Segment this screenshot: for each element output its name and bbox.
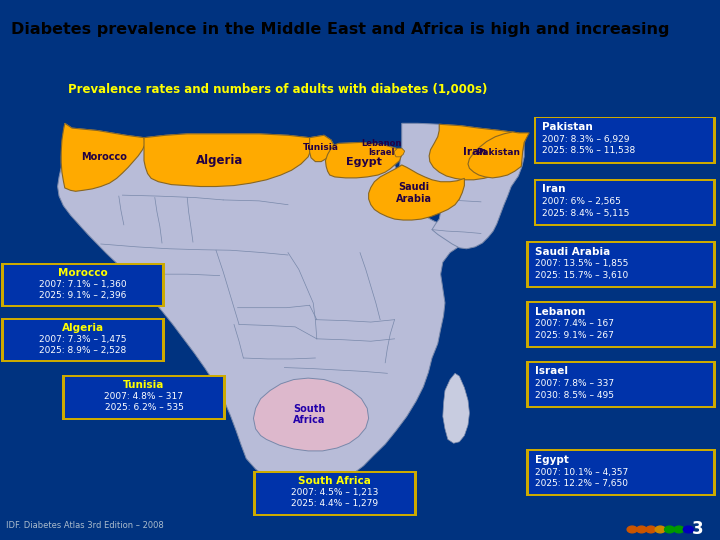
Text: 2007: 13.5% – 1,855: 2007: 13.5% – 1,855 (535, 259, 629, 268)
Text: IDF. Diabetes Atlas 3rd Edition – 2008: IDF. Diabetes Atlas 3rd Edition – 2008 (6, 521, 163, 530)
Text: South
Africa: South Africa (294, 404, 325, 426)
Text: 2025: 9.1% – 2,396: 2025: 9.1% – 2,396 (39, 291, 127, 300)
Text: 2025: 4.4% – 1,279: 2025: 4.4% – 1,279 (291, 499, 379, 508)
Text: Morocco: Morocco (81, 152, 127, 162)
Text: Saudi Arabia: Saudi Arabia (535, 247, 611, 256)
Bar (536, 181, 713, 224)
Polygon shape (395, 148, 405, 157)
Text: Prevalence rates and numbers of adults with diabetes (1,000s): Prevalence rates and numbers of adults w… (68, 83, 487, 96)
Polygon shape (369, 165, 464, 220)
Text: 3: 3 (692, 521, 703, 538)
Bar (529, 303, 713, 346)
Circle shape (665, 526, 675, 533)
Bar (534, 117, 716, 164)
Text: 2025: 8.4% – 5,115: 2025: 8.4% – 5,115 (542, 208, 629, 218)
Text: Algeria: Algeria (196, 154, 243, 167)
Text: 2025: 8.5% – 11,538: 2025: 8.5% – 11,538 (542, 146, 636, 156)
Text: 2025: 9.1% – 267: 2025: 9.1% – 267 (535, 330, 614, 340)
Text: Lebanon: Lebanon (361, 139, 402, 148)
Polygon shape (400, 123, 526, 249)
Text: Saudi
Arabia: Saudi Arabia (396, 183, 432, 204)
Text: 2007: 4.5% – 1,213: 2007: 4.5% – 1,213 (291, 488, 379, 497)
Text: Israel: Israel (369, 147, 395, 157)
Circle shape (646, 526, 656, 533)
Text: 2025: 12.2% – 7,650: 2025: 12.2% – 7,650 (535, 479, 628, 488)
Polygon shape (443, 373, 469, 443)
Circle shape (674, 526, 684, 533)
Text: 2007: 6% – 2,565: 2007: 6% – 2,565 (542, 197, 621, 206)
Text: Iran: Iran (464, 147, 487, 157)
Bar (62, 375, 226, 420)
Bar (4, 265, 162, 305)
Text: 2007: 8.3% – 6,929: 2007: 8.3% – 6,929 (542, 134, 630, 144)
Text: Pakistan: Pakistan (476, 147, 521, 157)
Bar (534, 179, 716, 226)
Bar (253, 471, 417, 516)
Text: 2025: 8.9% – 2,528: 2025: 8.9% – 2,528 (39, 346, 127, 355)
Text: 2007: 4.8% – 317: 2007: 4.8% – 317 (104, 392, 184, 401)
Text: Algeria: Algeria (62, 323, 104, 333)
Text: Diabetes prevalence in the Middle East and Africa is high and increasing: Diabetes prevalence in the Middle East a… (11, 22, 670, 37)
Text: 2007: 10.1% – 4,357: 2007: 10.1% – 4,357 (535, 468, 629, 477)
Text: Egypt: Egypt (535, 455, 569, 465)
Text: Israel: Israel (535, 367, 568, 376)
Text: Tunisia: Tunisia (302, 143, 338, 152)
Text: 2007: 7.1% – 1,360: 2007: 7.1% – 1,360 (39, 280, 127, 288)
Polygon shape (58, 123, 459, 488)
Circle shape (636, 526, 647, 533)
Bar (526, 301, 716, 348)
Text: Pakistan: Pakistan (542, 122, 593, 132)
Polygon shape (61, 123, 145, 191)
Bar (529, 451, 713, 495)
Circle shape (655, 526, 665, 533)
Polygon shape (253, 378, 369, 451)
Text: Iran: Iran (542, 184, 566, 194)
Bar (1, 318, 165, 362)
Bar (1, 262, 165, 307)
Text: Lebanon: Lebanon (535, 307, 585, 316)
Text: Tunisia: Tunisia (123, 380, 165, 390)
Bar (256, 473, 414, 514)
Bar (65, 377, 223, 418)
Text: 2030: 8.5% – 495: 2030: 8.5% – 495 (535, 390, 614, 400)
Text: Egypt: Egypt (346, 157, 382, 167)
Polygon shape (429, 124, 524, 180)
Text: South Africa: South Africa (298, 476, 372, 486)
Text: Morocco: Morocco (58, 268, 108, 278)
Text: 2007: 7.8% – 337: 2007: 7.8% – 337 (535, 379, 614, 388)
Bar (526, 449, 716, 496)
Bar (4, 320, 162, 360)
Polygon shape (468, 132, 529, 178)
Polygon shape (144, 134, 313, 186)
Text: 2025: 15.7% – 3,610: 2025: 15.7% – 3,610 (535, 271, 629, 280)
Polygon shape (310, 135, 335, 161)
Text: 2007: 7.4% – 167: 2007: 7.4% – 167 (535, 319, 614, 328)
Circle shape (683, 526, 693, 533)
Bar (526, 241, 716, 288)
Bar (526, 361, 716, 408)
Text: 2025: 6.2% – 535: 2025: 6.2% – 535 (104, 403, 184, 412)
Circle shape (627, 526, 637, 533)
Polygon shape (325, 143, 402, 178)
Text: 2007: 7.3% – 1,475: 2007: 7.3% – 1,475 (39, 335, 127, 344)
Bar (529, 363, 713, 406)
Bar (529, 243, 713, 286)
Bar (536, 118, 713, 161)
